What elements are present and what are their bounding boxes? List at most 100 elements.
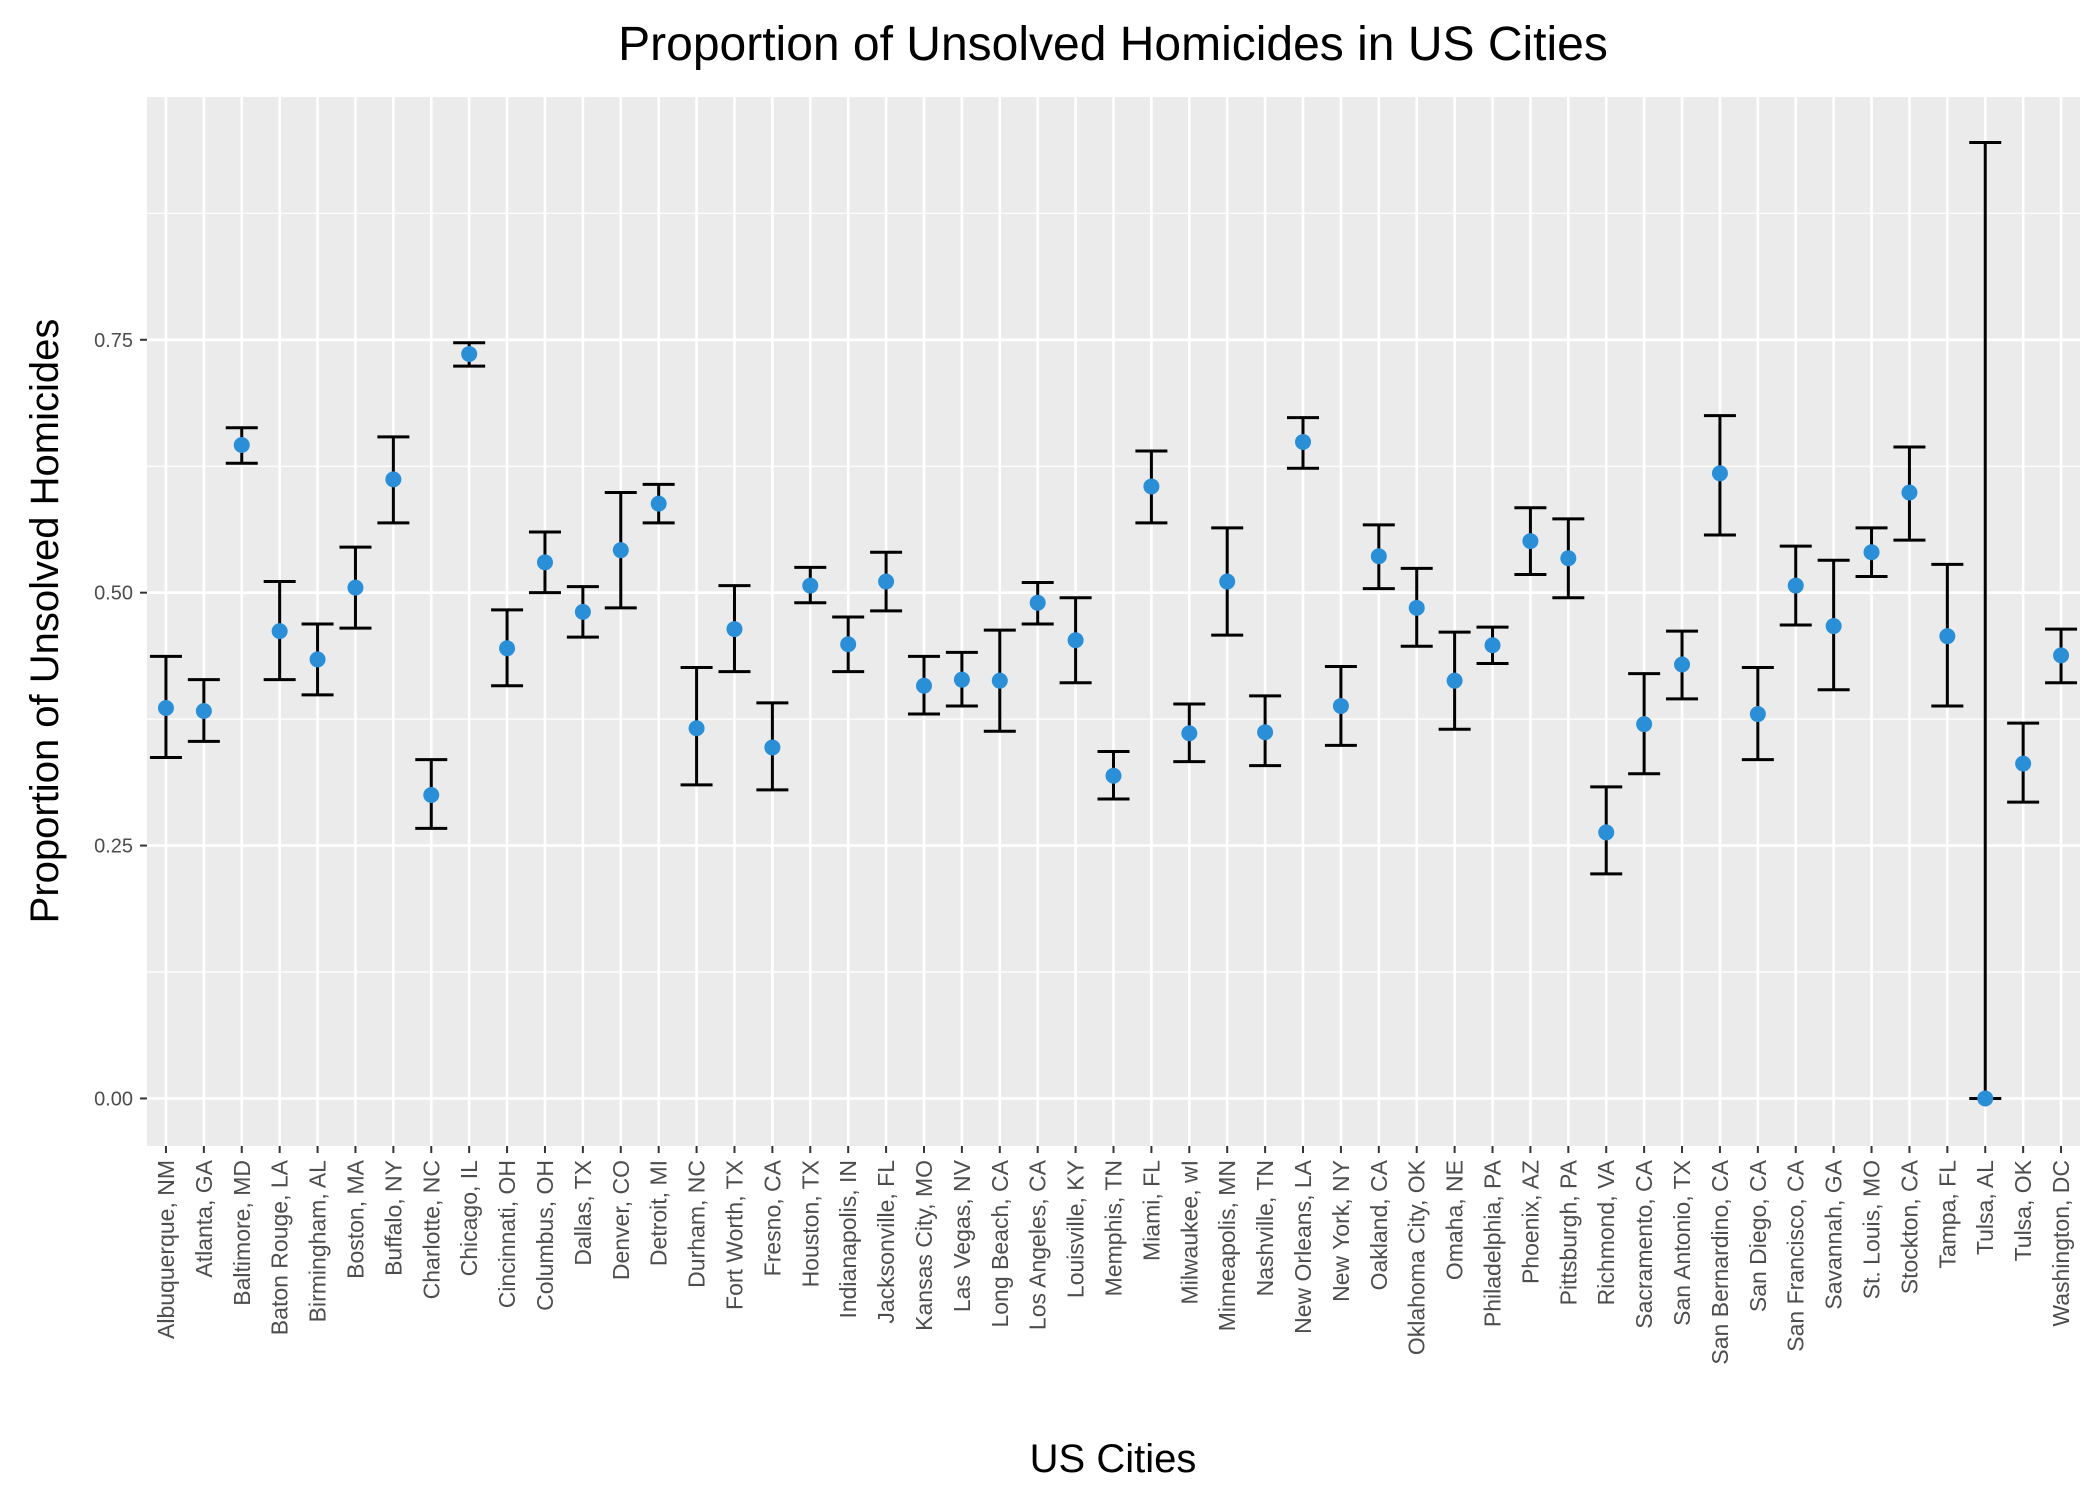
data-point <box>1901 484 1918 501</box>
x-tick-label: Kansas City, MO <box>911 1160 937 1331</box>
x-tick-label: Tulsa, AL <box>1972 1160 1998 1255</box>
x-tick-label: Nashville, TN <box>1252 1160 1278 1296</box>
data-point <box>233 436 250 453</box>
x-tick-label: Detroit, MI <box>646 1160 672 1266</box>
x-tick-label: Baltimore, MD <box>229 1160 255 1306</box>
x-tick-label: Pittsburgh, PA <box>1555 1159 1581 1305</box>
data-point <box>1105 767 1122 784</box>
x-tick-label: Birmingham, AL <box>305 1160 331 1323</box>
data-point <box>1181 725 1198 742</box>
y-tick-label: 0.00 <box>94 1088 133 1110</box>
data-point <box>461 345 478 362</box>
data-point <box>1598 824 1615 841</box>
data-point <box>991 672 1008 689</box>
x-tick-label: Savannah, GA <box>1821 1159 1847 1309</box>
data-point <box>726 621 743 638</box>
data-point <box>1711 465 1728 482</box>
x-tick-label: Denver, CO <box>608 1160 634 1280</box>
x-tick-label: Jacksonville, FL <box>873 1160 899 1324</box>
data-point <box>915 677 932 694</box>
x-tick-label: Miami, FL <box>1138 1160 1164 1261</box>
data-point <box>953 671 970 688</box>
x-tick-label: San Bernardino, CA <box>1707 1159 1733 1364</box>
data-point <box>157 699 174 716</box>
x-tick-label: San Diego, CA <box>1745 1159 1771 1312</box>
x-tick-label: New York, NY <box>1328 1160 1354 1302</box>
x-tick-label: Phoenix, AZ <box>1517 1160 1543 1284</box>
data-point <box>1863 544 1880 561</box>
data-point <box>840 636 857 653</box>
data-point <box>1825 618 1842 635</box>
y-tick-label: 0.75 <box>94 330 133 352</box>
data-point <box>1977 1090 1994 1107</box>
x-tick-label: Indianapolis, IN <box>835 1160 861 1319</box>
x-tick-label: Dallas, TX <box>570 1160 596 1266</box>
x-tick-label: Philadelphia, PA <box>1480 1159 1506 1327</box>
data-point <box>2053 647 2070 664</box>
x-tick-label: Oakland, CA <box>1366 1159 1392 1290</box>
x-tick-label: Fresno, CA <box>759 1159 785 1276</box>
y-axis-ticks: 0.00 0.25 0.50 0.75 <box>94 330 147 1110</box>
x-tick-label: Oklahoma City, OK <box>1404 1159 1430 1355</box>
data-point <box>309 651 326 668</box>
data-point <box>271 623 288 640</box>
y-tick-label: 0.50 <box>94 583 133 605</box>
data-point <box>347 579 364 596</box>
data-point <box>1067 632 1084 649</box>
x-axis-ticks: Albuquerque, NM Atlanta, GA Baltimore, MD B… <box>153 1146 2074 1365</box>
x-tick-label: Sacramento, CA <box>1631 1159 1657 1328</box>
x-tick-label: St. Louis, MO <box>1859 1160 1885 1299</box>
chart-title: Proportion of Unsolved Homicides in US C… <box>618 18 1608 71</box>
data-point <box>1636 716 1653 733</box>
x-tick-label: Durham, NC <box>684 1160 710 1288</box>
x-tick-label: Omaha, NE <box>1442 1160 1468 1280</box>
data-point <box>574 603 591 620</box>
grid-lines <box>147 97 2080 1146</box>
x-tick-label: Long Beach, CA <box>987 1159 1013 1327</box>
x-tick-label: Richmond, VA <box>1593 1159 1619 1305</box>
data-point <box>1370 548 1387 565</box>
x-tick-label: Columbus, OH <box>532 1160 558 1311</box>
x-tick-label: New Orleans, LA <box>1290 1159 1316 1334</box>
data-point <box>1332 697 1349 714</box>
x-tick-label: Boston, MA <box>342 1159 368 1279</box>
data-point <box>1484 637 1501 654</box>
x-tick-label: Atlanta, GA <box>191 1159 217 1277</box>
x-tick-label: Albuquerque, NM <box>153 1160 179 1339</box>
data-point <box>1446 672 1463 689</box>
data-point <box>1143 478 1160 495</box>
y-tick-label: 0.25 <box>94 836 133 858</box>
data-point <box>1522 533 1539 550</box>
x-tick-label: Los Angeles, CA <box>1025 1159 1051 1330</box>
x-tick-label: Fort Worth, TX <box>721 1160 747 1310</box>
x-tick-label: Chicago, IL <box>456 1160 482 1277</box>
data-point <box>878 573 895 590</box>
x-tick-label: Milwaukee, wI <box>1176 1160 1202 1304</box>
data-point <box>499 640 516 657</box>
data-point <box>612 542 629 559</box>
data-point <box>1295 433 1312 450</box>
data-point <box>1029 594 1046 611</box>
data-point <box>764 739 781 756</box>
data-point <box>650 495 667 512</box>
x-tick-label: Cincinnati, OH <box>494 1160 520 1308</box>
data-point <box>1257 724 1274 741</box>
data-point <box>385 471 402 488</box>
data-point <box>1674 656 1691 673</box>
x-tick-label: Stockton, CA <box>1896 1159 1922 1294</box>
data-point <box>423 786 440 803</box>
data-point <box>1408 599 1425 616</box>
data-point <box>1219 573 1236 590</box>
x-tick-label: Buffalo, NY <box>380 1160 406 1276</box>
y-axis-title: Proportion of Unsolved Homicides <box>23 319 67 924</box>
x-tick-label: Louisville, KY <box>1063 1160 1089 1298</box>
data-point <box>1560 550 1577 567</box>
x-axis-title: US Cities <box>1030 1437 1197 1481</box>
x-tick-label: Charlotte, NC <box>418 1160 444 1299</box>
x-tick-label: Las Vegas, NV <box>949 1159 975 1312</box>
data-point <box>1749 706 1766 723</box>
x-tick-label: Tampa, FL <box>1934 1160 1960 1269</box>
x-tick-label: San Antonio, TX <box>1669 1160 1695 1326</box>
